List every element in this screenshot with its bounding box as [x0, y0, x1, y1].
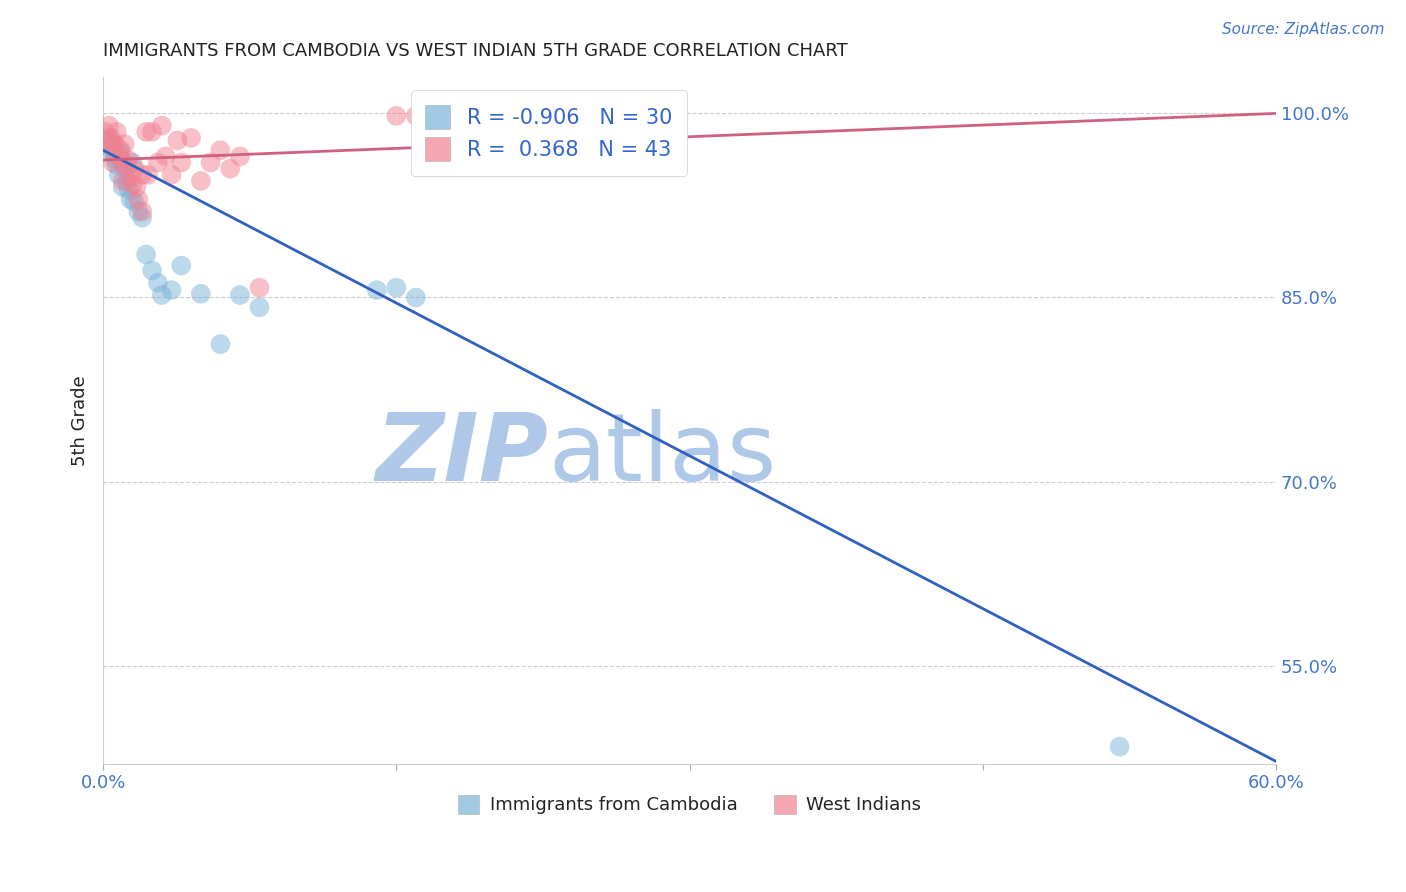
- Point: [146, 276, 169, 290]
- Point: [200, 155, 222, 169]
- Point: [131, 204, 153, 219]
- Point: [229, 288, 252, 302]
- Point: [111, 155, 134, 169]
- Point: [209, 337, 232, 351]
- Point: [117, 153, 139, 167]
- Point: [150, 288, 173, 302]
- Point: [219, 161, 242, 176]
- Point: [131, 168, 153, 182]
- Y-axis label: 5th Grade: 5th Grade: [72, 375, 89, 466]
- Point: [150, 119, 173, 133]
- Point: [146, 155, 169, 169]
- Point: [135, 125, 157, 139]
- Point: [125, 180, 148, 194]
- Point: [180, 131, 202, 145]
- Text: atlas: atlas: [548, 409, 778, 500]
- Point: [482, 145, 505, 160]
- Point: [124, 194, 146, 209]
- Point: [141, 125, 163, 139]
- Point: [160, 168, 183, 182]
- Point: [100, 131, 122, 145]
- Point: [127, 192, 149, 206]
- Point: [209, 143, 232, 157]
- Point: [94, 125, 117, 139]
- Point: [111, 180, 134, 194]
- Point: [121, 178, 143, 192]
- Point: [1108, 739, 1130, 754]
- Text: IMMIGRANTS FROM CAMBODIA VS WEST INDIAN 5TH GRADE CORRELATION CHART: IMMIGRANTS FROM CAMBODIA VS WEST INDIAN …: [103, 42, 848, 60]
- Point: [166, 133, 188, 147]
- Text: Source: ZipAtlas.com: Source: ZipAtlas.com: [1222, 22, 1385, 37]
- Point: [100, 141, 122, 155]
- Point: [110, 143, 132, 157]
- Point: [101, 137, 124, 152]
- Point: [135, 247, 157, 261]
- Point: [366, 283, 388, 297]
- Point: [141, 263, 163, 277]
- Point: [105, 125, 128, 139]
- Point: [385, 109, 408, 123]
- Point: [160, 283, 183, 297]
- Point: [434, 137, 457, 152]
- Point: [96, 133, 118, 147]
- Point: [120, 192, 142, 206]
- Point: [98, 131, 121, 145]
- Point: [127, 204, 149, 219]
- Point: [111, 174, 134, 188]
- Point: [405, 291, 427, 305]
- Point: [155, 149, 177, 163]
- Point: [107, 149, 129, 163]
- Legend: Immigrants from Cambodia, West Indians: Immigrants from Cambodia, West Indians: [449, 786, 931, 823]
- Point: [101, 155, 124, 169]
- Point: [170, 259, 193, 273]
- Point: [131, 211, 153, 225]
- Point: [124, 161, 146, 176]
- Point: [98, 119, 121, 133]
- Point: [136, 168, 159, 182]
- Point: [114, 137, 136, 152]
- Point: [114, 161, 136, 176]
- Text: ZIP: ZIP: [375, 409, 548, 500]
- Point: [105, 158, 128, 172]
- Point: [121, 155, 143, 169]
- Point: [110, 145, 132, 160]
- Point: [385, 281, 408, 295]
- Point: [249, 301, 271, 315]
- Point: [405, 109, 427, 123]
- Point: [101, 145, 124, 160]
- Point: [190, 286, 212, 301]
- Point: [249, 281, 271, 295]
- Point: [107, 168, 129, 182]
- Point: [115, 174, 138, 188]
- Point: [117, 182, 139, 196]
- Point: [120, 170, 142, 185]
- Point: [104, 152, 127, 166]
- Point: [115, 158, 138, 172]
- Point: [104, 137, 127, 152]
- Point: [170, 155, 193, 169]
- Point: [229, 149, 252, 163]
- Point: [640, 125, 662, 139]
- Point: [190, 174, 212, 188]
